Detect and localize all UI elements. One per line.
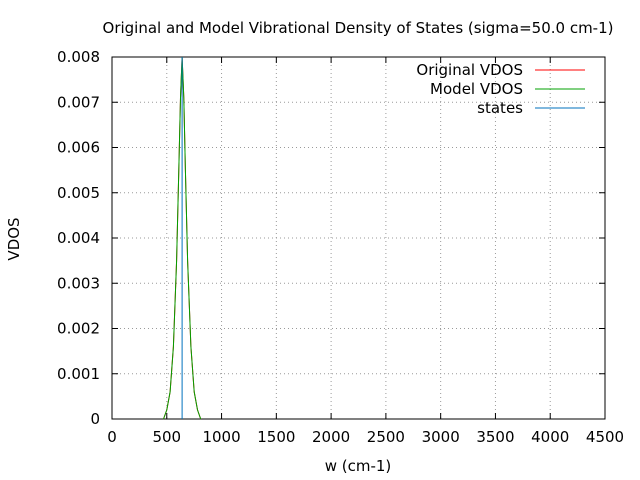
- y-tick-label: 0.006: [57, 139, 100, 157]
- x-axis-ticks: 0 500 1000 1500 2000 2500 3000 3500 4000 4500: [107, 57, 624, 446]
- plot-frame: [111, 56, 606, 420]
- y-tick-label: 0.001: [57, 365, 100, 383]
- grid-lines: [112, 57, 605, 419]
- y-axis-label: VDOS: [5, 217, 23, 260]
- x-tick-label: 2000: [312, 428, 350, 446]
- y-axis-ticks: 0 0.001 0.002 0.003 0.004 0.005 0.006 0.007 0.00…: [57, 48, 605, 428]
- legend-label: Original VDOS: [416, 61, 523, 79]
- x-tick-label: 1500: [257, 428, 295, 446]
- legend-label: states: [477, 99, 523, 117]
- y-tick-label: 0.002: [57, 320, 100, 338]
- x-tick-label: 3000: [422, 428, 460, 446]
- series-layer: [163, 56, 202, 420]
- y-tick-label: 0.003: [57, 274, 100, 292]
- y-tick-label: 0.004: [57, 229, 100, 247]
- x-tick-label: 4500: [586, 428, 624, 446]
- y-tick-label: 0: [90, 410, 100, 428]
- chart-title: Original and Model Vibrational Density o…: [103, 19, 614, 37]
- x-tick-label: 1000: [202, 428, 240, 446]
- legend-label: Model VDOS: [430, 80, 523, 98]
- y-tick-label: 0.008: [57, 48, 100, 66]
- x-tick-label: 0: [107, 428, 117, 446]
- x-axis-label: w (cm-1): [325, 457, 392, 475]
- x-tick-label: 3500: [476, 428, 514, 446]
- y-tick-label: 0.005: [57, 184, 100, 202]
- y-tick-label: 0.007: [57, 93, 100, 111]
- x-tick-label: 4000: [531, 428, 569, 446]
- x-tick-label: 500: [152, 428, 181, 446]
- x-tick-label: 2500: [367, 428, 405, 446]
